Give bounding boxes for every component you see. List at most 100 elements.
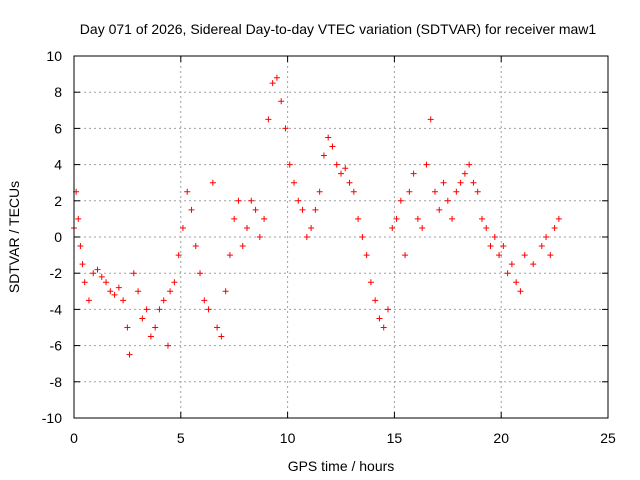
data-point bbox=[98, 273, 105, 280]
data-point bbox=[547, 252, 554, 259]
data-point bbox=[457, 179, 464, 186]
data-point bbox=[406, 188, 413, 195]
data-point bbox=[231, 215, 238, 222]
y-tick-label: 2 bbox=[54, 193, 62, 209]
y-tick-label: 8 bbox=[54, 84, 62, 100]
data-point bbox=[214, 324, 221, 331]
data-point bbox=[209, 179, 216, 186]
y-tick-label: -6 bbox=[50, 338, 63, 354]
data-point bbox=[218, 333, 225, 340]
x-axis-ticks: 0 5 10 15 20 25 bbox=[70, 56, 616, 446]
data-point bbox=[376, 315, 383, 322]
data-point bbox=[474, 188, 481, 195]
data-point bbox=[504, 270, 511, 277]
data-point bbox=[320, 152, 327, 159]
data-point bbox=[325, 134, 332, 141]
data-point bbox=[252, 206, 259, 213]
data-point bbox=[265, 116, 272, 123]
data-point bbox=[363, 252, 370, 259]
data-point bbox=[444, 197, 451, 204]
data-point bbox=[85, 297, 92, 304]
data-point bbox=[508, 261, 515, 268]
data-point bbox=[355, 215, 362, 222]
y-tick-label: 10 bbox=[46, 48, 62, 64]
data-point bbox=[483, 224, 490, 231]
data-point bbox=[278, 98, 285, 105]
data-point bbox=[551, 224, 558, 231]
data-point bbox=[164, 342, 171, 349]
data-point bbox=[359, 234, 366, 240]
data-point bbox=[124, 324, 131, 331]
data-point bbox=[115, 284, 122, 291]
data-point bbox=[282, 125, 289, 132]
data-point bbox=[90, 270, 97, 277]
data-point bbox=[248, 197, 255, 204]
data-point bbox=[496, 252, 503, 259]
data-point bbox=[111, 291, 118, 298]
data-point bbox=[261, 215, 268, 222]
data-point bbox=[222, 288, 229, 295]
data-point bbox=[410, 170, 417, 177]
data-point bbox=[380, 324, 387, 331]
data-point bbox=[329, 143, 336, 150]
data-point bbox=[530, 261, 537, 268]
data-point bbox=[308, 224, 315, 231]
data-point bbox=[188, 206, 195, 213]
grid-lines bbox=[74, 56, 608, 418]
data-point bbox=[397, 197, 404, 204]
data-point bbox=[139, 315, 146, 322]
data-point bbox=[372, 297, 379, 304]
data-point bbox=[393, 215, 400, 222]
x-tick-label: 0 bbox=[70, 430, 78, 446]
x-axis-label: GPS time / hours bbox=[288, 458, 395, 474]
data-point bbox=[201, 297, 208, 304]
data-point bbox=[303, 234, 310, 240]
data-point bbox=[135, 288, 142, 295]
data-point bbox=[156, 306, 163, 313]
data-point bbox=[543, 234, 550, 240]
data-point bbox=[75, 215, 82, 222]
data-point bbox=[414, 215, 421, 222]
data-point bbox=[466, 161, 473, 168]
data-point bbox=[130, 270, 137, 277]
data-point bbox=[120, 297, 127, 304]
data-point bbox=[538, 243, 545, 250]
data-point bbox=[205, 306, 212, 313]
data-point bbox=[367, 279, 374, 286]
data-point bbox=[487, 243, 494, 250]
y-tick-label: -2 bbox=[50, 265, 63, 281]
data-point bbox=[239, 243, 246, 250]
data-point bbox=[143, 306, 150, 313]
data-point bbox=[500, 243, 507, 250]
y-tick-label: 0 bbox=[54, 229, 62, 245]
data-point bbox=[244, 224, 251, 231]
y-tick-label: 4 bbox=[54, 157, 62, 173]
y-axis-ticks: -10 -8 -6 -4 -2 0 2 4 6 8 10 bbox=[42, 48, 608, 426]
data-point bbox=[107, 288, 114, 295]
data-point bbox=[81, 279, 88, 286]
data-point bbox=[440, 179, 447, 186]
data-point bbox=[342, 165, 349, 172]
data-point bbox=[226, 252, 233, 259]
data-point bbox=[126, 351, 133, 358]
x-tick-label: 5 bbox=[177, 430, 185, 446]
data-point bbox=[256, 234, 263, 240]
data-point bbox=[419, 224, 426, 231]
y-tick-label: -4 bbox=[50, 301, 63, 317]
data-point bbox=[350, 188, 357, 195]
data-point bbox=[295, 197, 302, 204]
x-tick-label: 10 bbox=[280, 430, 296, 446]
data-point bbox=[436, 206, 443, 213]
data-point bbox=[423, 161, 430, 168]
data-point bbox=[461, 170, 468, 177]
data-point bbox=[338, 170, 344, 177]
data-point bbox=[197, 270, 204, 277]
data-point bbox=[160, 297, 167, 304]
data-point bbox=[286, 161, 293, 168]
data-point bbox=[346, 179, 353, 186]
y-tick-label: 6 bbox=[54, 120, 62, 136]
data-point bbox=[384, 306, 391, 313]
data-point bbox=[77, 243, 84, 250]
data-point bbox=[79, 261, 86, 268]
data-point bbox=[491, 234, 498, 240]
